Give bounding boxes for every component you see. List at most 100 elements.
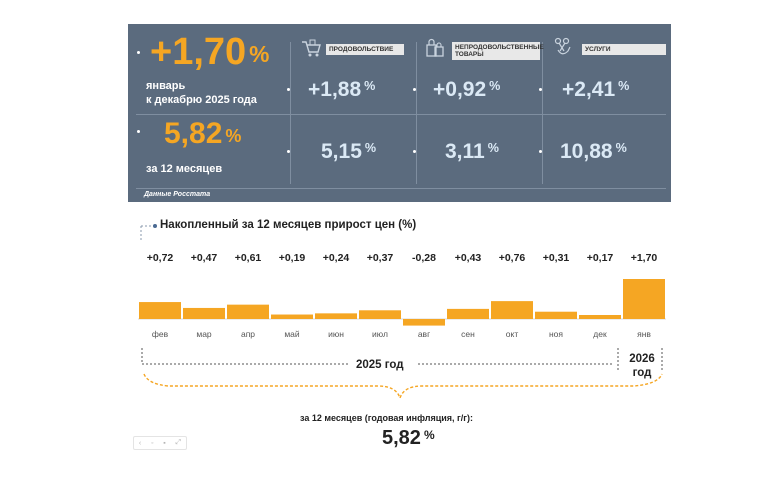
category-label-окт: окт xyxy=(506,329,519,339)
footer-annual-value: 5,82% xyxy=(382,427,435,450)
bullet-dot xyxy=(539,150,542,153)
percent-sign: % xyxy=(615,141,627,156)
pager-control[interactable]: ‹ ◦ ▪ ⤢ xyxy=(133,436,187,450)
category-label-янв: янв xyxy=(637,329,651,339)
monthly-caption: январь к декабрю 2025 года xyxy=(146,79,257,107)
annual-caption: за 12 месяцев xyxy=(146,163,223,175)
pause-icon[interactable]: ◦ xyxy=(150,439,154,447)
monthly-value-number: +1,70 xyxy=(150,31,247,73)
bar-июл xyxy=(359,310,401,319)
services-monthly-value: +2,41% xyxy=(562,78,629,102)
bar-фев xyxy=(139,302,181,319)
value-label-дек: +0,17 xyxy=(587,252,614,264)
year-2025-label: 2025 год xyxy=(356,359,404,371)
chart-title: Накопленный за 12 месяцев прирост цен (%… xyxy=(160,219,417,231)
bar-сен xyxy=(447,308,489,319)
scissors-hand-icon xyxy=(554,37,571,55)
category-label-май: май xyxy=(284,329,300,339)
value-number: 10,88 xyxy=(560,140,613,163)
bar-авг xyxy=(403,319,445,326)
summary-panel: +1,70% январь к декабрю 2025 года 5,82% … xyxy=(128,24,671,202)
value-label-фев: +0,72 xyxy=(147,252,174,264)
value-label-июл: +0,37 xyxy=(367,252,394,264)
bullet-dot xyxy=(413,150,416,153)
footer-value-number: 5,82 xyxy=(382,427,421,449)
value-number: 5,15 xyxy=(321,140,362,163)
category-label-мар: мар xyxy=(196,329,212,339)
shopping-bags-icon xyxy=(426,38,444,57)
bar-июн xyxy=(315,313,357,319)
percent-sign: % xyxy=(225,125,242,146)
bar-янв xyxy=(623,279,665,319)
percent-sign: % xyxy=(364,79,376,94)
value-label-ноя: +0,31 xyxy=(543,252,570,264)
bar-дек xyxy=(579,315,621,319)
panel-divider xyxy=(136,114,666,115)
bullet-dot xyxy=(287,88,290,91)
bar-окт xyxy=(491,301,533,319)
value-number: +0,92 xyxy=(433,78,487,101)
category-label-сен: сен xyxy=(461,329,475,339)
year-2026-line2: год xyxy=(632,367,652,379)
value-number: +1,88 xyxy=(308,78,362,101)
percent-sign: % xyxy=(487,141,499,156)
bar-мар xyxy=(183,307,225,319)
value-label-июн: +0,24 xyxy=(323,252,350,264)
category-label-авг: авг xyxy=(418,329,430,339)
category-label-июл: июл xyxy=(372,329,388,339)
panel-divider xyxy=(416,42,417,184)
value-label-янв: +1,70 xyxy=(631,252,658,264)
category-label-июн: июн xyxy=(328,329,344,339)
bullet-dot xyxy=(137,51,140,54)
value-label-мар: +0,47 xyxy=(191,252,218,264)
stop-icon[interactable]: ▪ xyxy=(163,439,166,447)
category-tag-nonfood: НЕПРОДОВОЛЬСТВЕННЫЕ ТОВАРЫ xyxy=(452,42,544,61)
percent-sign: % xyxy=(489,79,501,94)
value-label-окт: +0,76 xyxy=(499,252,526,264)
food-monthly-value: +1,88% xyxy=(308,78,375,102)
percent-sign: % xyxy=(249,41,270,68)
value-label-апр: +0,61 xyxy=(235,252,262,264)
annual-inflation-value: 5,82% xyxy=(164,116,241,152)
food-annual-value: 5,15% xyxy=(321,140,376,164)
bullet-dot xyxy=(539,88,542,91)
bar-chart: +0,72 фев +0,47 мар +0,61 апр +0,19 май +0,24 июн… xyxy=(138,252,666,339)
value-number: +2,41 xyxy=(562,78,616,101)
title-connector xyxy=(140,224,157,242)
category-tag-services: УСЛУГИ xyxy=(582,44,666,56)
fullscreen-icon[interactable]: ⤢ xyxy=(175,439,182,446)
category-label-апр: апр xyxy=(241,329,255,339)
panel-divider xyxy=(542,42,543,184)
category-label-дек: дек xyxy=(593,329,607,339)
value-label-май: +0,19 xyxy=(279,252,306,264)
bullet-dot xyxy=(287,150,290,153)
source-note: Данные Росстата xyxy=(144,191,211,198)
bullet-dot xyxy=(413,88,416,91)
panel-divider xyxy=(290,42,291,184)
shopping-cart-icon xyxy=(302,39,321,57)
percent-sign: % xyxy=(618,79,630,94)
monthly-caption-line1: январь xyxy=(146,80,186,92)
bullet-dot xyxy=(137,130,140,133)
monthly-inflation-value: +1,70% xyxy=(150,30,269,74)
services-annual-value: 10,88% xyxy=(560,140,627,164)
category-tag-food: ПРОДОВОЛЬСТВИЕ xyxy=(326,44,404,56)
year-2026-line1: 2026 xyxy=(629,353,655,365)
prev-icon[interactable]: ‹ xyxy=(138,439,142,447)
monthly-caption-line2: к декабрю 2025 года xyxy=(146,94,257,106)
category-label-фев: фев xyxy=(152,329,169,339)
panel-divider xyxy=(136,188,666,189)
category-label-ноя: ноя xyxy=(549,329,563,339)
footer-caption: за 12 месяцев (годовая инфляция, г/г): xyxy=(300,413,474,423)
nonfood-annual-value: 3,11% xyxy=(445,140,499,164)
bar-ноя xyxy=(535,311,577,319)
nonfood-monthly-value: +0,92% xyxy=(433,78,500,102)
bar-май xyxy=(271,314,313,319)
value-label-авг: -0,28 xyxy=(412,252,436,264)
year-bracket xyxy=(141,348,663,400)
value-label-сен: +0,43 xyxy=(455,252,482,264)
percent-sign: % xyxy=(423,428,435,443)
year-2026-label: 2026 год xyxy=(624,352,660,380)
value-number: 3,11 xyxy=(445,140,485,163)
annual-value-number: 5,82 xyxy=(164,117,223,150)
